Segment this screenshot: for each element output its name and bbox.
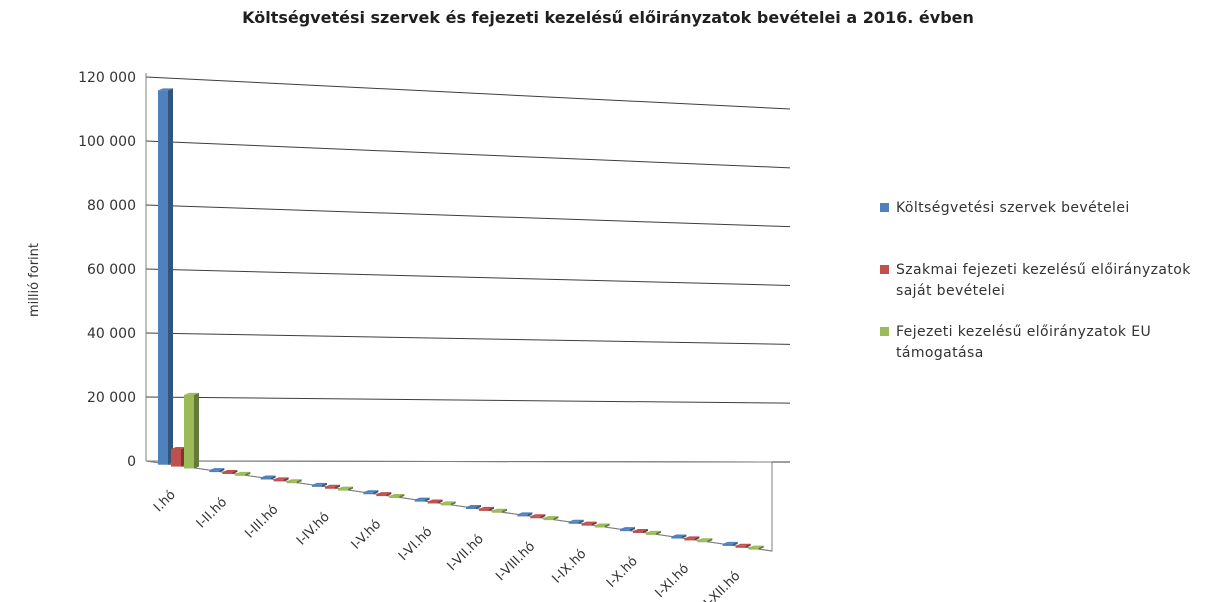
xtick-label-6: I-VII.hó: [445, 532, 487, 574]
bar-7-2: [543, 516, 559, 521]
bar-9-1: [633, 529, 648, 534]
bar-8-1: [581, 521, 597, 526]
bar-0-1: [171, 446, 186, 467]
bar-2-1: [273, 477, 289, 482]
bar-6-2: [492, 508, 507, 513]
bar-8-0: [568, 519, 584, 524]
xtick-label-2: I-III.hó: [242, 502, 281, 541]
axis-labels: 0 20 000 40 000 60 000 80 000 100 000 120 000 m…: [27, 70, 744, 602]
legend-label-2: Fejezeti kezelésű előirányzatok EU támog…: [896, 324, 1152, 361]
gridline-2: [145, 332, 791, 345]
bar-9-0: [620, 527, 635, 532]
bar-3-0: [312, 482, 327, 487]
bar-5-0: [414, 497, 430, 502]
legend-swatch-blue: [880, 203, 889, 212]
gridline-6: [145, 76, 791, 110]
xtick-label-3: I-IV.hó: [294, 510, 333, 549]
ytick-label-1: 20 000: [87, 390, 136, 406]
ytick-label-3: 60 000: [87, 262, 136, 278]
bar-3-1: [325, 484, 340, 489]
ytick-label-2: 40 000: [87, 326, 136, 342]
xtick-label-11: I-XII.hó: [701, 569, 743, 602]
bar-2-2: [286, 479, 302, 484]
axes: [145, 73, 773, 552]
gridline-1: [145, 396, 791, 404]
gridline-4: [145, 204, 791, 228]
bar-1-2: [235, 471, 251, 476]
bar-1-0: [209, 468, 225, 473]
bar-0-2: [184, 392, 199, 469]
legend-label-0: Költségvetési szervek bevételei: [896, 200, 1130, 216]
bar-10-0: [671, 534, 687, 539]
bar-1-1: [222, 469, 238, 474]
bar-11-2: [748, 545, 764, 550]
xtick-label-9: I-X.hó: [604, 554, 641, 591]
xtick-label-7: I-VIII.hó: [493, 539, 538, 584]
ytick-label-0: 0: [127, 454, 136, 470]
legend-label-1: Szakmai fejezeti kezelésű előirányzatok …: [896, 262, 1191, 299]
bar-10-2: [697, 538, 713, 543]
bar-11-0: [722, 541, 738, 546]
bar-5-2: [440, 501, 456, 506]
bar-11-1: [735, 543, 751, 548]
bar-6-0: [466, 505, 481, 510]
bar-8-2: [594, 523, 610, 528]
bar-5-1: [427, 499, 443, 504]
bar-9-2: [646, 530, 661, 535]
ytick-label-6: 120 000: [78, 70, 136, 86]
bar-6-1: [479, 506, 494, 511]
gridline-5: [145, 140, 791, 169]
bar-7-0: [517, 512, 533, 517]
bar-7-1: [530, 514, 546, 519]
xtick-label-5: I-VI.hó: [396, 524, 436, 564]
legend-swatch-green: [880, 327, 889, 336]
ytick-label-4: 80 000: [87, 198, 136, 214]
xtick-label-4: I-V.hó: [349, 517, 385, 553]
x-axis-line: [145, 460, 773, 552]
xtick-label-1: I-II.hó: [194, 495, 230, 531]
gridline-3: [145, 268, 791, 286]
chart-title: Költségvetési szervek és fejezeti kezelé…: [242, 8, 974, 27]
bar-4-1: [376, 492, 392, 497]
bar-10-1: [684, 536, 700, 541]
bar-0-0: [158, 88, 173, 465]
xtick-label-0: I.hó: [151, 488, 179, 516]
bar-2-0: [260, 475, 276, 480]
xtick-label-10: I-XI.hó: [653, 561, 693, 601]
bar-4-2: [389, 493, 405, 498]
y-axis-label: millió forint: [27, 243, 42, 317]
gridlines: [145, 76, 791, 463]
legend-swatch-red: [880, 265, 889, 274]
ytick-label-5: 100 000: [78, 134, 136, 150]
bars: [158, 88, 764, 550]
bar-4-0: [363, 490, 379, 495]
bar-3-2: [338, 486, 353, 491]
xtick-label-8: I-IX.hó: [549, 547, 589, 587]
